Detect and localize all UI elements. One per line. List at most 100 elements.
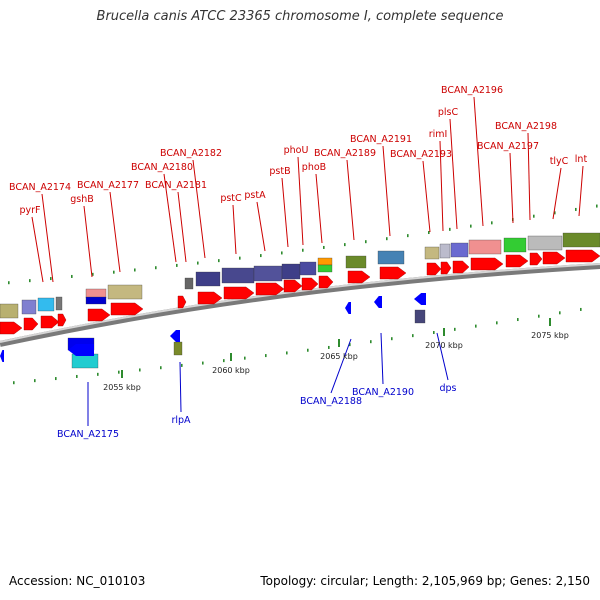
gene-label-BCAN_A2182: BCAN_A2182 bbox=[160, 148, 222, 159]
reverse-gene-arrow bbox=[68, 344, 94, 356]
leader-line-reverse bbox=[179, 361, 182, 413]
tick-mark bbox=[349, 343, 351, 347]
gene-block bbox=[21, 299, 37, 315]
forward-gene-arrow bbox=[283, 279, 303, 293]
gene-block bbox=[377, 250, 405, 265]
leader-line-forward bbox=[473, 96, 484, 227]
chromosome-backbone bbox=[0, 263, 600, 347]
gene-label-BCAN_A2196: BCAN_A2196 bbox=[441, 85, 503, 96]
gene-block bbox=[424, 246, 440, 260]
tick-mark bbox=[328, 345, 330, 349]
gene-label-BCAN_A2177: BCAN_A2177 bbox=[77, 180, 139, 191]
tick-mark bbox=[475, 324, 477, 328]
tick-mark bbox=[8, 281, 10, 285]
gene-label-tlyC: tlyC bbox=[550, 156, 569, 167]
tick-mark bbox=[454, 327, 456, 331]
leader-line-reverse bbox=[380, 332, 384, 385]
gene-block bbox=[221, 267, 255, 284]
tick-mark bbox=[76, 374, 78, 378]
gene-label-gshB: gshB bbox=[70, 194, 94, 205]
gene-block bbox=[107, 284, 143, 300]
gene-block bbox=[37, 297, 55, 312]
tick-mark bbox=[239, 256, 241, 260]
gene-block bbox=[71, 353, 99, 369]
leader-line-forward bbox=[449, 118, 458, 230]
forward-gene-arrow bbox=[23, 317, 39, 331]
forward-gene-arrow bbox=[440, 261, 452, 275]
leader-line-forward bbox=[422, 160, 431, 233]
map-title: Brucella canis ATCC 23365 chromosome I, … bbox=[96, 9, 504, 24]
leader-line-forward bbox=[41, 193, 54, 283]
leader-line-forward bbox=[315, 173, 323, 244]
tick-mark bbox=[533, 214, 535, 218]
gene-block bbox=[450, 242, 469, 258]
label-leader-lines bbox=[31, 96, 584, 426]
tick-mark bbox=[50, 277, 52, 281]
forward-gene-arrow bbox=[470, 257, 504, 271]
gene-label-BCAN_A2181: BCAN_A2181 bbox=[145, 180, 207, 191]
gene-block bbox=[195, 271, 221, 287]
tick-mark bbox=[71, 274, 73, 278]
reverse-gene-arrow bbox=[0, 350, 4, 362]
leader-line-forward bbox=[439, 140, 444, 232]
gene-label-rimI: rimI bbox=[429, 129, 448, 140]
gene-label-BCAN_A2191: BCAN_A2191 bbox=[350, 134, 412, 145]
tick-mark bbox=[391, 337, 393, 341]
forward-gene-arrow bbox=[223, 286, 255, 300]
tick-mark bbox=[265, 354, 267, 358]
kbp-tick-labels: 2055 kbp 2060 kbp 2065 kbp 2070 kbp 2075 kbp bbox=[103, 318, 569, 392]
forward-gene-arrow bbox=[177, 295, 187, 309]
reverse-gene-arrow bbox=[374, 296, 382, 308]
gene-label-phoB: phoB bbox=[302, 162, 326, 173]
gene-label-BCAN_A2197: BCAN_A2197 bbox=[477, 141, 539, 152]
gene-block bbox=[281, 263, 301, 280]
forward-gene-arrow bbox=[379, 266, 407, 280]
reverse-gene-arrow bbox=[345, 302, 351, 314]
gene-block bbox=[85, 288, 107, 299]
forward-gene-arrow bbox=[452, 260, 470, 274]
forward-gene-arrow bbox=[565, 249, 600, 263]
forward-gene-arrow bbox=[505, 254, 529, 268]
leader-line-forward bbox=[31, 216, 44, 283]
gene-label-rlpA: rlpA bbox=[171, 415, 191, 426]
forward-gene-arrow bbox=[87, 308, 111, 322]
gene-label-BCAN_A2188: BCAN_A2188 bbox=[300, 396, 362, 407]
forward-gene-arrow bbox=[57, 313, 67, 327]
tick-mark bbox=[554, 211, 556, 215]
tick-mark bbox=[92, 272, 94, 276]
topology-summary: Topology: circular; Length: 2,105,969 bp… bbox=[260, 574, 590, 588]
tick-mark bbox=[407, 234, 409, 238]
gene-arrows bbox=[0, 249, 600, 362]
gene-block bbox=[562, 232, 600, 248]
leader-line-forward bbox=[297, 156, 304, 246]
tick-mark bbox=[412, 334, 414, 338]
tick-mark bbox=[244, 356, 246, 360]
kbp-tick-label: 2075 kbp bbox=[531, 331, 569, 340]
gene-label-BCAN_A2189: BCAN_A2189 bbox=[314, 148, 376, 159]
tick-mark bbox=[34, 379, 36, 383]
gene-label-pyrF: pyrF bbox=[19, 205, 40, 216]
tick-mark bbox=[155, 266, 157, 270]
tick-mark bbox=[344, 243, 346, 247]
leader-line-forward bbox=[163, 173, 177, 263]
gene-label-lnt: lnt bbox=[575, 154, 588, 165]
tick-mark bbox=[517, 318, 519, 322]
gene-label-BCAN_A2198: BCAN_A2198 bbox=[495, 121, 557, 132]
tick-mark bbox=[160, 366, 162, 370]
tick-mark bbox=[428, 231, 430, 235]
tick-mark bbox=[433, 331, 435, 335]
tick-mark bbox=[307, 348, 309, 352]
leader-line-forward bbox=[232, 204, 237, 255]
gene-block bbox=[317, 264, 333, 273]
gene-label-pstC: pstC bbox=[220, 193, 242, 204]
tick-mark bbox=[580, 307, 582, 311]
gene-block bbox=[299, 261, 317, 276]
kbp-tick-label: 2070 kbp bbox=[425, 341, 463, 350]
leader-line-forward bbox=[281, 177, 289, 248]
kbp-tick-label: 2060 kbp bbox=[212, 366, 250, 375]
tick-mark bbox=[260, 254, 262, 258]
leader-line-reverse bbox=[330, 338, 352, 394]
